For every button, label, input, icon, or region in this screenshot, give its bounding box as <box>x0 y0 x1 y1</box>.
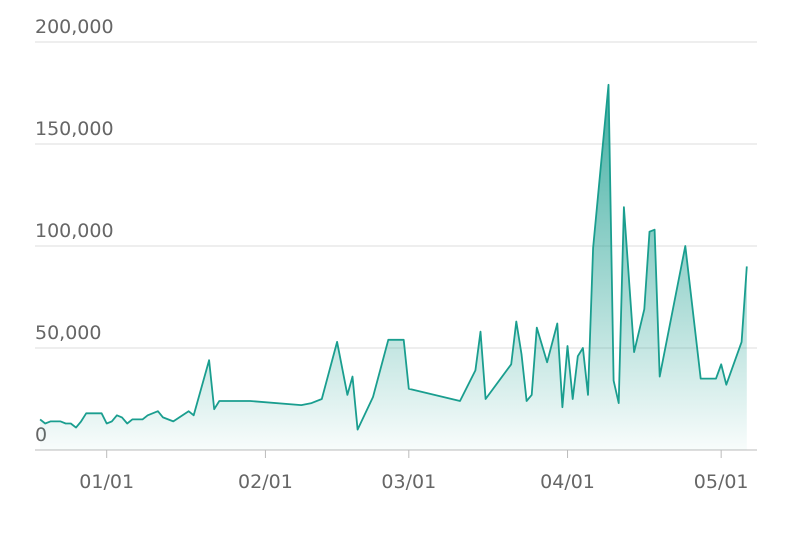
y-tick-label: 100,000 <box>35 220 114 242</box>
x-tick-label: 01/01 <box>79 471 134 493</box>
y-tick-label: 50,000 <box>35 322 101 344</box>
y-tick-label: 200,000 <box>35 16 114 38</box>
x-tick-label: 05/01 <box>694 471 749 493</box>
y-tick-label: 150,000 <box>35 118 114 140</box>
area-line <box>39 83 748 431</box>
x-tick-label: 03/01 <box>381 471 436 493</box>
area-fill <box>40 84 747 451</box>
x-tick-label: 02/01 <box>238 471 293 493</box>
x-tick-label: 04/01 <box>540 471 595 493</box>
